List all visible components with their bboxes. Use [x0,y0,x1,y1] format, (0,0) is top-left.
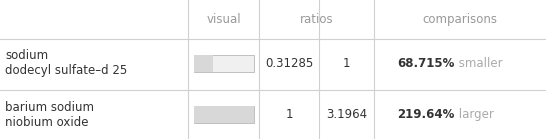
Text: sodium
dodecyl sulfate–d 25: sodium dodecyl sulfate–d 25 [5,49,128,77]
Bar [194,106,254,123]
Text: 0.31285: 0.31285 [265,57,313,70]
Text: 1: 1 [343,57,351,70]
Text: ratios: ratios [300,13,334,26]
Bar [194,106,254,123]
Text: 1: 1 [286,108,293,121]
Text: 219.64%: 219.64% [397,108,454,121]
Text: larger: larger [454,108,494,121]
Text: 3.1964: 3.1964 [326,108,367,121]
Text: 68.715%: 68.715% [397,57,454,70]
Text: barium sodium
niobium oxide: barium sodium niobium oxide [5,101,94,129]
Text: smaller: smaller [454,57,502,70]
Bar [194,55,212,72]
Bar [194,55,254,72]
Text: visual: visual [206,13,241,26]
Text: comparisons: comparisons [423,13,497,26]
